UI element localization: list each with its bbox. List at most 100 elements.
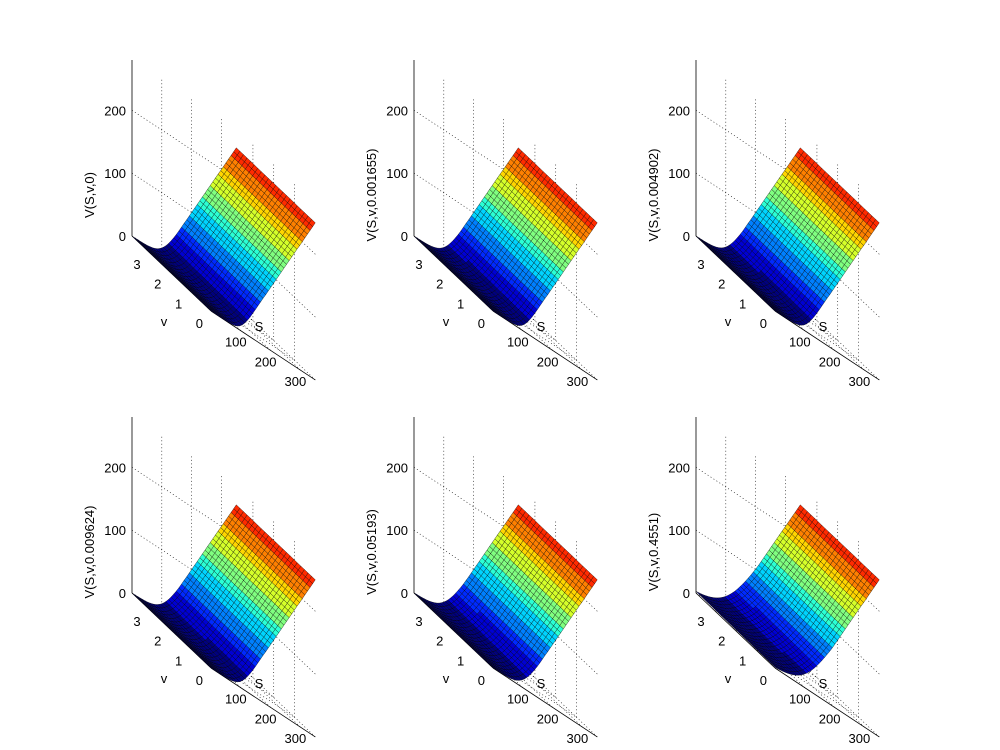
surface-cell (308, 576, 316, 584)
grid-line (800, 598, 880, 675)
s-tick-label: 100 (507, 335, 529, 350)
s-axis-line (492, 667, 598, 738)
s-axis-title: S (255, 676, 264, 691)
s-tick-label: 200 (819, 354, 841, 369)
z-tick-label: 100 (668, 166, 690, 181)
v-tick-label: 2 (718, 277, 725, 292)
z-tick-label: 0 (401, 229, 408, 244)
s-axis-line (492, 310, 598, 381)
surface-mesh (413, 147, 598, 326)
grid-line (413, 467, 519, 537)
s-axis-line (774, 667, 880, 738)
surface-mesh (695, 147, 880, 326)
v-tick-label: 0 (478, 316, 485, 331)
grid-line (221, 294, 301, 371)
z-tick-label: 100 (386, 166, 408, 181)
v-tick-label: 0 (478, 673, 485, 688)
v-tick-label: 0 (760, 316, 767, 331)
surface-cell (308, 219, 316, 227)
grid-line (800, 661, 880, 738)
s-tick-label: 200 (255, 711, 277, 726)
z-axis-title: V(S,v,0) (82, 172, 97, 218)
z-axis-title: V(S,v,0.009624) (82, 506, 97, 599)
grid-line (473, 275, 553, 351)
grid-line (413, 110, 519, 180)
z-axis-title: V(S,v,0.05193) (364, 509, 379, 595)
s-tick-label: 200 (255, 354, 277, 369)
z-axis-title: V(S,v,0.001655) (364, 149, 379, 242)
v-tick-label: 2 (436, 277, 443, 292)
grid-line (191, 275, 271, 351)
s-axis-line (210, 310, 316, 381)
v-tick-label: 3 (133, 614, 140, 629)
surface-mesh (131, 504, 316, 683)
surface-mesh (695, 504, 880, 676)
v-tick-label: 2 (436, 634, 443, 649)
axis-lines (695, 417, 880, 738)
grid-line (131, 110, 237, 180)
z-tick-label: 200 (668, 103, 690, 118)
grid-line (695, 110, 801, 180)
s-tick-label: 100 (789, 335, 811, 350)
s-tick-label: 300 (567, 731, 589, 746)
v-tick-label: 1 (175, 296, 182, 311)
v-axis-title: v (161, 671, 168, 686)
v-axis-title: v (443, 671, 450, 686)
surface-mesh (131, 147, 316, 327)
grid-line (191, 632, 271, 708)
grid-line (473, 632, 553, 708)
s-axis-title: S (819, 319, 828, 334)
grid-line (518, 661, 598, 738)
z-tick-label: 200 (386, 460, 408, 475)
surface-cell (590, 219, 598, 227)
s-tick-label: 300 (285, 731, 307, 746)
v-tick-label: 3 (697, 257, 704, 272)
grid-line (755, 632, 835, 708)
v-tick-label: 3 (415, 614, 422, 629)
v-axis-title: v (161, 314, 168, 329)
v-tick-label: 1 (739, 296, 746, 311)
v-axis-title: v (725, 314, 732, 329)
grid-line (236, 661, 316, 738)
v-tick-label: 2 (154, 277, 161, 292)
grid-line (518, 304, 598, 381)
s-tick-label: 300 (285, 374, 307, 389)
grid-line (503, 651, 583, 728)
v-tick-label: 1 (175, 653, 182, 668)
surface-cell (590, 576, 598, 584)
s-tick-label: 200 (537, 711, 559, 726)
z-tick-label: 100 (104, 523, 126, 538)
s-axis-title: S (537, 319, 546, 334)
grid-line (518, 241, 598, 318)
grid-line (131, 467, 237, 537)
v-tick-label: 0 (196, 316, 203, 331)
s-tick-label: 300 (567, 374, 589, 389)
grid-line (725, 612, 806, 688)
s-tick-label: 100 (225, 692, 247, 707)
z-tick-label: 200 (104, 460, 126, 475)
grid-line (518, 598, 598, 675)
v-tick-label: 0 (196, 673, 203, 688)
z-tick-label: 0 (683, 229, 690, 244)
grid-line (800, 241, 880, 318)
z-tick-label: 100 (386, 523, 408, 538)
s-axis-title: S (255, 319, 264, 334)
s-tick-label: 100 (507, 692, 529, 707)
z-tick-label: 0 (401, 586, 408, 601)
grid-line (236, 241, 316, 318)
z-axis-title: V(S,v,0.004902) (646, 149, 661, 242)
grid-line (236, 598, 316, 675)
s-tick-label: 200 (537, 354, 559, 369)
v-tick-label: 3 (133, 257, 140, 272)
